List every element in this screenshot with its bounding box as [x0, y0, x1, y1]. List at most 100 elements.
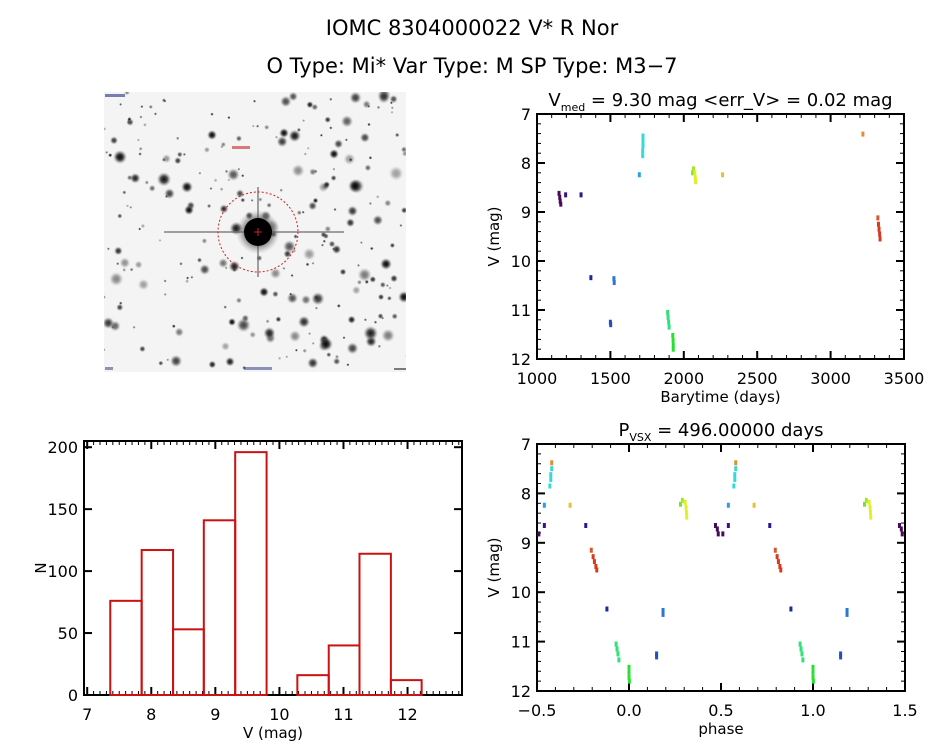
field-star: [179, 262, 183, 266]
field-star: [330, 175, 337, 181]
x-tick-label: 0.0: [616, 701, 641, 720]
data-point: [845, 611, 849, 617]
y-axis-label: V (mag): [485, 206, 503, 266]
data-point: [592, 559, 596, 565]
field-star: [399, 223, 403, 228]
data-point: [549, 477, 553, 483]
field-star: [324, 116, 331, 123]
field-star: [373, 320, 378, 324]
y-tick-label: 100: [47, 562, 78, 581]
data-point: [683, 499, 687, 505]
field-star: [389, 242, 396, 249]
data-point: [612, 280, 616, 286]
sky-finder-image: [104, 92, 406, 372]
data-point: [867, 499, 871, 505]
data-point: [661, 607, 665, 613]
data-point: [579, 192, 583, 198]
field-star: [235, 297, 242, 304]
phased-frame: [536, 443, 906, 692]
field-star: [196, 257, 203, 263]
x-tick-label: 9: [210, 705, 220, 724]
field-star: [279, 188, 283, 192]
data-point: [641, 138, 645, 144]
field-star: [394, 132, 400, 138]
field-star: [275, 316, 282, 323]
x-tick-label: 11: [333, 705, 353, 724]
field-star: [342, 336, 346, 340]
data-point: [694, 179, 698, 185]
bright-star: [228, 318, 236, 326]
field-star: [258, 197, 263, 202]
field-star: [203, 146, 210, 153]
field-star: [306, 101, 314, 109]
field-star: [176, 151, 183, 158]
field-star: [294, 348, 298, 352]
field-star: [213, 178, 218, 183]
field-star: [368, 201, 372, 206]
field-star: [351, 285, 361, 295]
title-main: V: [548, 90, 561, 111]
bright-star: [184, 205, 194, 215]
field-star: [219, 187, 224, 192]
y-tick-label: 50: [58, 624, 78, 643]
bright-star: [207, 130, 217, 140]
field-star: [400, 207, 406, 214]
data-point: [877, 226, 881, 232]
x-tick-label: 1.5: [892, 701, 917, 720]
field-star: [124, 92, 130, 96]
field-star: [140, 223, 146, 229]
field-star: [377, 344, 382, 349]
field-star: [332, 167, 336, 171]
data-point: [655, 654, 659, 660]
field-star: [331, 244, 342, 255]
lightcurve-frame: [536, 113, 905, 360]
field-star: [323, 181, 331, 188]
target-aperture-circle: [217, 191, 299, 273]
field-star: [132, 325, 136, 329]
data-point: [627, 669, 631, 675]
field-star: [306, 146, 310, 150]
field-star: [117, 213, 123, 219]
field-star: [290, 274, 294, 277]
field-star: [302, 348, 307, 354]
field-star: [158, 238, 162, 242]
field-star: [240, 197, 246, 203]
field-star: [296, 210, 302, 216]
data-point: [778, 564, 782, 570]
data-point: [637, 172, 641, 178]
data-point: [868, 509, 872, 515]
field-star: [324, 225, 332, 233]
field-star: [163, 99, 167, 103]
data-point: [666, 314, 670, 320]
data-point: [655, 651, 659, 657]
field-star: [379, 281, 386, 288]
field-star: [339, 268, 347, 276]
field-star: [116, 303, 124, 311]
data-point: [550, 460, 554, 466]
field-star: [126, 174, 133, 181]
field-star: [314, 306, 319, 310]
field-star: [174, 157, 182, 165]
data-point: [691, 170, 695, 176]
field-star: [237, 167, 241, 171]
field-star: [388, 286, 392, 290]
field-star: [346, 342, 359, 355]
y-tick-label: 12: [511, 682, 531, 701]
data-point: [661, 611, 665, 617]
field-star: [370, 247, 373, 250]
data-point: [679, 501, 683, 507]
data-point: [671, 337, 675, 343]
x-axis-label: V (mag): [243, 724, 303, 742]
data-point: [568, 502, 572, 508]
field-star: [297, 315, 311, 328]
field-star: [104, 348, 106, 352]
lightcurve-axes: 1000 1500 2000 2500 3000 3500 7 8 9 10 11 12 Barytim…: [485, 105, 924, 406]
y-tick-label: 10: [511, 583, 531, 602]
field-star: [344, 138, 348, 142]
corner-label-mark: [105, 367, 113, 370]
data-point: [716, 531, 720, 537]
data-point: [845, 607, 849, 613]
data-point: [550, 466, 554, 472]
x-axis-label: phase: [698, 720, 743, 738]
field-star: [148, 184, 156, 192]
